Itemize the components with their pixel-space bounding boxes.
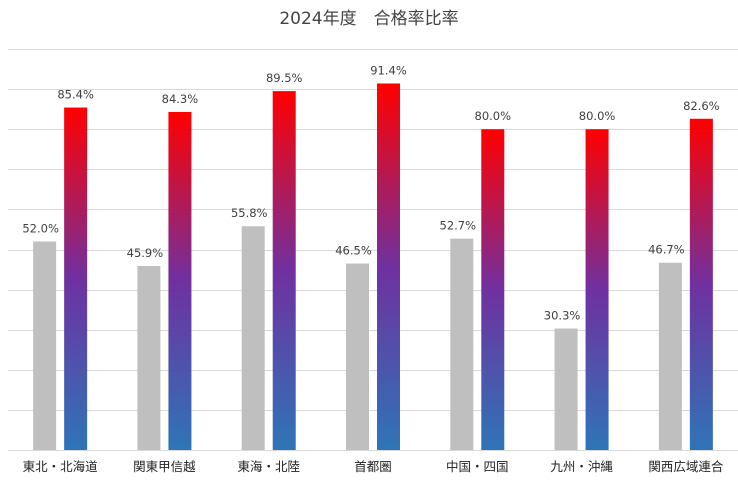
bar-series1-4	[450, 238, 474, 450]
bar-series1-2	[241, 226, 265, 450]
bar-series2-2	[272, 91, 296, 450]
bar-series1-3	[346, 263, 369, 450]
data-label-series2-5: 80.0%	[579, 109, 616, 123]
category-label-3: 首都圏	[354, 459, 392, 474]
data-label-series1-0: 52.0%	[22, 221, 59, 235]
chart-title: 2024年度 合格率比率	[279, 9, 458, 29]
data-label-series2-6: 82.6%	[683, 99, 720, 113]
data-label-series1-1: 45.9%	[127, 246, 164, 260]
data-label-series2-1: 84.3%	[162, 92, 199, 106]
category-label-0: 東北・北海道	[23, 459, 99, 474]
bar-series1-6	[658, 262, 682, 450]
bars	[33, 83, 713, 451]
category-label-4: 中国・四国	[446, 459, 509, 474]
category-labels: 東北・北海道 関東甲信越 東海・北陸 首都圏 中国・四国 九州・沖縄 関西広域連合	[23, 459, 724, 474]
category-label-2: 東海・北陸	[237, 459, 300, 474]
data-label-series2-4: 80.0%	[475, 109, 512, 123]
category-label-1: 関東甲信越	[133, 459, 196, 474]
gridlines	[8, 49, 738, 451]
bar-series2-6	[689, 118, 713, 451]
bar-series2-0	[64, 107, 88, 451]
data-label-series1-4: 52.7%	[440, 219, 477, 233]
data-label-series1-2: 55.8%	[231, 206, 268, 220]
data-label-series2-0: 85.4%	[57, 88, 94, 102]
bar-series1-5	[554, 328, 578, 450]
data-label-series1-5: 30.3%	[544, 308, 581, 322]
category-label-6: 関西広域連合	[648, 459, 724, 474]
data-label-series2-3: 91.4%	[370, 63, 407, 77]
bar-series1-1	[137, 265, 161, 450]
data-labels: 52.0% 85.4% 45.9% 84.3% 55.8% 89.5% 46.5% 91.4%…	[22, 63, 719, 322]
data-label-series1-3: 46.5%	[335, 244, 372, 258]
category-label-5: 九州・沖縄	[550, 459, 613, 474]
bar-series1-0	[33, 241, 57, 450]
bar-series2-1	[168, 111, 192, 450]
bar-series2-3	[377, 83, 400, 451]
data-label-series1-6: 46.7%	[648, 243, 685, 257]
bar-series2-4	[481, 129, 505, 450]
bar-series2-5	[585, 129, 609, 450]
data-label-series2-2: 89.5%	[266, 71, 303, 85]
